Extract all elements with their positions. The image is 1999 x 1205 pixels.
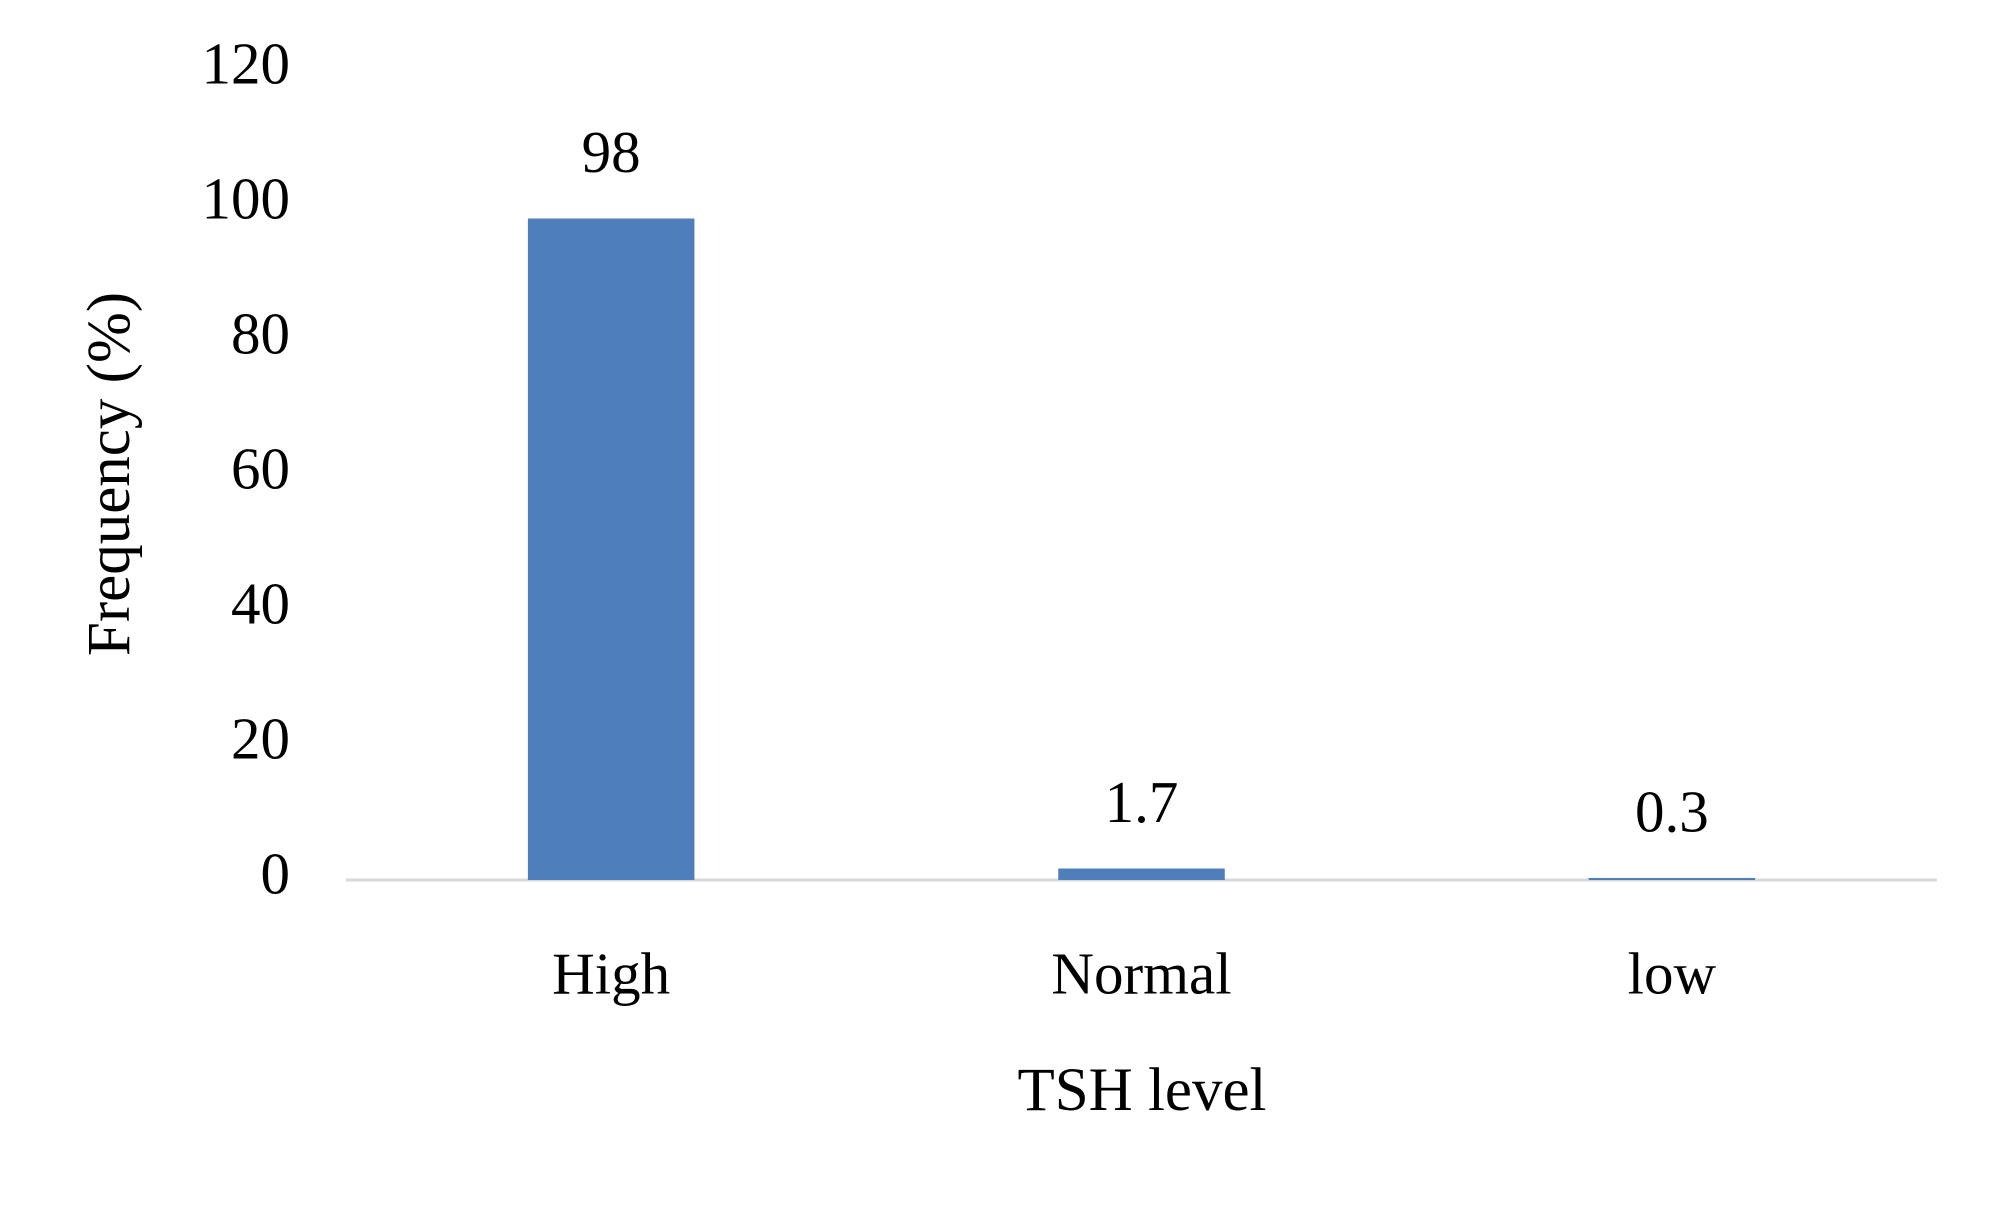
y-tick-label: 60: [231, 436, 290, 502]
x-axis-title: TSH level: [1017, 1057, 1266, 1124]
bar: [1058, 868, 1225, 880]
y-tick-label: 80: [231, 301, 290, 367]
x-tick-label: Normal: [1051, 941, 1231, 1007]
bar: [527, 218, 695, 880]
x-tick-label: High: [552, 941, 670, 1007]
data-label: 1.7: [1105, 769, 1179, 835]
y-tick-label: 0: [261, 841, 291, 907]
y-tick-label: 120: [202, 31, 291, 97]
bar: [1588, 877, 1756, 880]
data-label: 0.3: [1635, 779, 1709, 845]
y-tick-label: 20: [231, 706, 290, 772]
data-label: 98: [582, 119, 641, 185]
y-tick-label: 100: [202, 166, 291, 232]
y-tick-label: 40: [231, 571, 290, 637]
y-axis-title: Frequency (%): [76, 292, 143, 656]
x-tick-label: low: [1628, 941, 1717, 1007]
